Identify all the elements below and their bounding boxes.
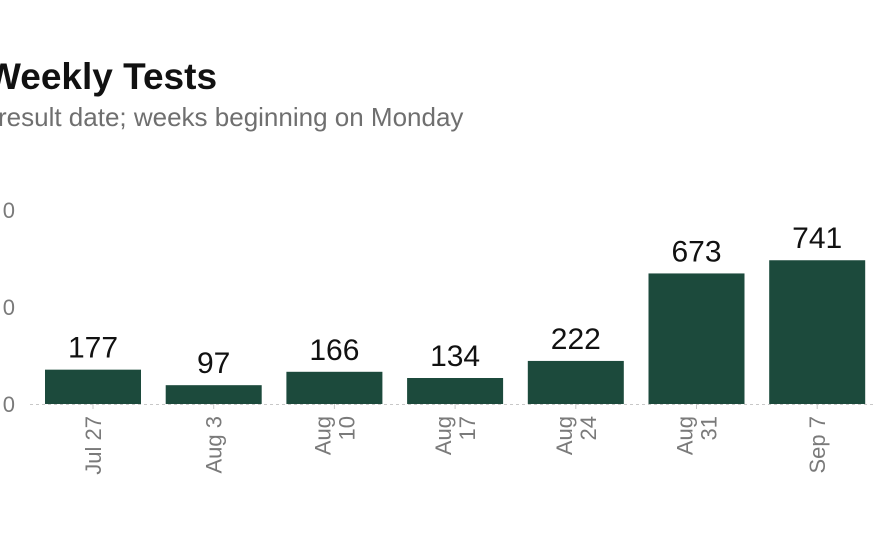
chart-subtitle: result date; weeks beginning on Monday	[0, 102, 464, 132]
data-label: 673	[671, 235, 721, 268]
x-tick-label: Sep 7	[805, 416, 830, 474]
data-label: 741	[792, 222, 842, 255]
y-tick-label: 0	[3, 392, 15, 417]
x-tick-label: Aug 3	[202, 416, 227, 474]
x-tick-label: Aug 24	[552, 416, 601, 455]
bar	[769, 260, 866, 404]
y-tick-label: 0	[3, 198, 15, 223]
data-label: 222	[551, 323, 601, 356]
data-label: 134	[430, 340, 480, 373]
x-tick-label-line: 24	[576, 416, 601, 440]
data-label: 166	[309, 334, 359, 367]
x-tick-label-line: 10	[334, 416, 359, 440]
bar	[286, 371, 383, 404]
x-tick-label-line: Aug	[552, 416, 577, 455]
x-tick-label: Aug 10	[310, 416, 359, 455]
x-tick-label-line: Aug	[310, 416, 335, 455]
x-tick-label-line: Aug 3	[202, 416, 227, 474]
x-tick-label: Jul 27	[81, 416, 106, 475]
x-tick-label-line: Jul 27	[81, 416, 106, 475]
x-tick-label-line: Sep 7	[805, 416, 830, 474]
x-tick-label: Aug 31	[673, 416, 722, 455]
x-tick-label-line: 17	[455, 416, 480, 440]
x-tick-label-line: Aug	[431, 416, 456, 455]
y-tick-label: 0	[3, 295, 15, 320]
x-tick-label-line: Aug	[673, 416, 698, 455]
bar	[165, 385, 262, 404]
chart-title: Weekly Tests	[0, 56, 218, 97]
x-tick-label: Aug 17	[431, 416, 480, 455]
bar	[45, 369, 141, 404]
bar	[648, 273, 745, 404]
bar	[527, 360, 624, 404]
x-tick-label-line: 31	[697, 416, 722, 440]
bar	[407, 378, 504, 404]
data-label: 177	[68, 332, 118, 365]
data-label: 97	[197, 347, 230, 380]
